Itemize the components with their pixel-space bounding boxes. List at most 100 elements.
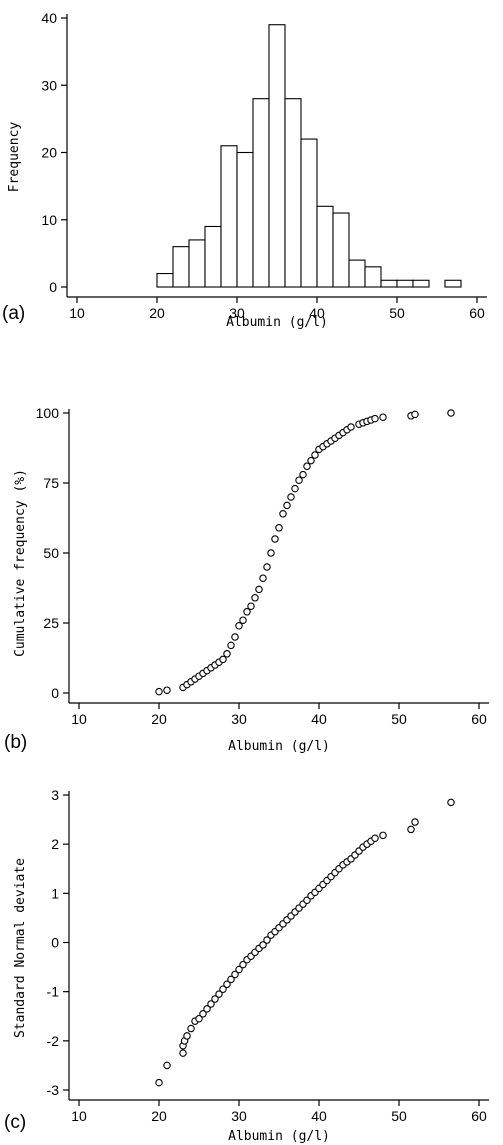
data-point [447, 409, 455, 417]
y-tick-label: 0 [51, 685, 59, 701]
x-tick-label: 60 [471, 1108, 487, 1124]
y-tick-label: -3 [47, 1082, 60, 1098]
x-tick-label: 10 [69, 305, 85, 321]
y-tick-label: 1 [51, 885, 59, 901]
x-axis-label: Albumin (g/l) [228, 739, 330, 754]
x-tick-label: 50 [389, 305, 405, 321]
data-point [203, 1005, 211, 1013]
histogram-bar [348, 259, 366, 288]
histogram-bar [268, 24, 286, 288]
data-point [231, 633, 239, 641]
histogram-bar [332, 212, 350, 288]
data-point [379, 831, 387, 840]
histogram-bar [188, 239, 206, 288]
x-axis-label: Albumin (g/l) [228, 1129, 330, 1144]
data-point [411, 410, 419, 419]
data-point [291, 484, 299, 493]
data-point [155, 687, 163, 696]
y-tick-label: 40 [41, 10, 57, 26]
x-tick-label: 20 [149, 305, 165, 321]
data-point [179, 1049, 187, 1057]
data-point [187, 1024, 195, 1033]
histogram-bar [156, 272, 174, 288]
data-point [407, 825, 415, 834]
normal-plot-panel: -3 -2 -1 0 1 2 3 10 20 30 40 50 60 Albumin (g/l) Stand… [0, 765, 503, 1145]
x-tick-label: 60 [469, 305, 485, 321]
cumulative-frequency-chart: 0 25 50 75 100 10 20 30 40 50 60 Albumin (g/l) Cumul… [13, 405, 489, 754]
histogram-bar [300, 138, 318, 288]
data-point [251, 594, 259, 602]
data-point [163, 686, 171, 694]
y-tick-label: 2 [51, 836, 59, 852]
cumulative-panel: 0 25 50 75 100 10 20 30 40 50 60 Albumin (g/l) Cumul… [0, 380, 503, 760]
histogram-bar [364, 266, 382, 288]
data-point [295, 476, 303, 484]
data-point [283, 501, 291, 510]
histogram-bar [380, 279, 398, 288]
y-axis-label: Frequency [7, 122, 22, 193]
histogram-bar [412, 279, 430, 288]
x-tick-label: 50 [391, 711, 407, 727]
data-point [227, 975, 235, 984]
data-point [227, 641, 235, 650]
y-tick-label: 20 [41, 145, 57, 161]
data-point [259, 941, 267, 949]
x-tick-label: 30 [229, 305, 245, 321]
data-point [207, 1000, 215, 1008]
histogram-panel: 0 10 20 30 40 10 20 30 40 50 60 Albumin (g/l) Freque… [0, 0, 503, 330]
histogram-bar [284, 98, 302, 288]
data-point [263, 936, 271, 944]
data-point [411, 818, 419, 826]
x-tick-label: 10 [71, 1108, 87, 1124]
x-tick-label: 40 [311, 1108, 327, 1124]
data-point [195, 1014, 203, 1023]
panel-label-b: (b) [4, 732, 28, 753]
data-point [299, 470, 307, 479]
data-point [271, 535, 279, 543]
data-point [371, 834, 379, 843]
y-tick-label: 75 [43, 475, 59, 491]
histogram-bar [444, 279, 462, 288]
x-tick-label: 60 [471, 711, 487, 727]
y-tick-label: 0 [51, 935, 59, 951]
y-tick-label: -1 [47, 984, 60, 1000]
histogram-bar [396, 279, 414, 288]
data-point [347, 423, 355, 431]
data-point [155, 1078, 163, 1087]
histogram-bar [316, 205, 334, 288]
y-axis-label: Cumulative frequency (%) [13, 469, 28, 657]
data-point [247, 602, 255, 610]
data-point [163, 1061, 171, 1070]
data-point [263, 563, 271, 571]
x-tick-label: 10 [71, 711, 87, 727]
data-point [259, 574, 267, 582]
data-point [279, 510, 287, 518]
data-point [235, 965, 243, 974]
x-tick-label: 30 [231, 1108, 247, 1124]
data-point [307, 456, 315, 465]
x-axis-label: Albumin (g/l) [226, 315, 328, 330]
x-tick-label: 40 [309, 305, 325, 321]
histogram-chart: 0 10 20 30 40 10 20 30 40 50 60 Albumin (g/l) Freque… [7, 10, 487, 330]
panel-label-a: (a) [2, 303, 26, 324]
y-tick-label: 30 [41, 77, 57, 93]
y-tick-label: -2 [47, 1033, 60, 1049]
data-point [211, 995, 219, 1003]
panel-label-c: (c) [4, 1112, 27, 1133]
y-tick-label: 50 [43, 545, 59, 561]
y-tick-label: 25 [43, 615, 59, 631]
data-point [379, 413, 387, 421]
y-tick-label: 3 [51, 787, 59, 803]
data-point [223, 650, 231, 658]
data-point [267, 549, 275, 557]
y-tick-label: 100 [36, 405, 60, 421]
x-tick-label: 30 [231, 711, 247, 727]
data-point [223, 980, 231, 989]
histogram-bar [172, 246, 190, 288]
histogram-bar [236, 151, 254, 288]
data-point [371, 414, 379, 423]
data-point [287, 493, 295, 501]
x-tick-label: 20 [151, 1108, 167, 1124]
data-point [215, 990, 223, 998]
data-point [239, 960, 247, 969]
